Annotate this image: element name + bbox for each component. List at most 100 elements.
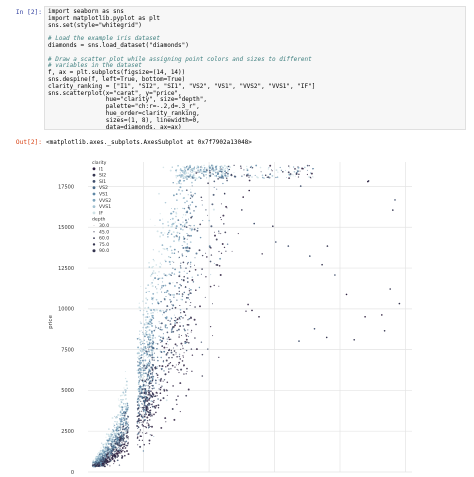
- scatter-point: [108, 459, 110, 461]
- scatter-point: [125, 405, 127, 407]
- scatter-point: [136, 369, 138, 372]
- scatter-point: [105, 446, 107, 448]
- scatter-point: [147, 363, 149, 366]
- scatter-point: [174, 221, 177, 223]
- scatter-point: [118, 424, 121, 426]
- scatter-point: [124, 377, 127, 380]
- scatter-point: [239, 165, 242, 167]
- scatter-point: [153, 387, 155, 389]
- scatter-point: [111, 457, 113, 459]
- scatter-point: [261, 176, 264, 179]
- scatter-point: [123, 417, 126, 420]
- scatter-point: [195, 172, 198, 174]
- scatter-point: [93, 462, 96, 464]
- scatter-point: [127, 427, 130, 429]
- scatter-point: [191, 276, 193, 278]
- scatter-point: [147, 306, 150, 309]
- scatter-point: [142, 388, 144, 390]
- scatter-point: [122, 391, 125, 394]
- scatter-point: [176, 207, 179, 210]
- scatter-point: [178, 256, 181, 259]
- scatter-point: [122, 434, 125, 437]
- scatter-point: [160, 341, 162, 343]
- scatter-point: [249, 174, 251, 177]
- scatter-point: [143, 406, 145, 408]
- scatter-point: [145, 350, 148, 353]
- scatter-point: [178, 287, 181, 289]
- scatter-point: [158, 271, 160, 273]
- scatter-point: [98, 464, 100, 466]
- scatter-point: [108, 452, 110, 454]
- scatter-point: [145, 409, 148, 412]
- scatter-point: [180, 183, 182, 185]
- scatter-point: [233, 175, 236, 178]
- scatter-point: [175, 316, 177, 318]
- scatter-point: [125, 430, 127, 432]
- scatter-point: [143, 346, 145, 349]
- scatter-point: [119, 411, 122, 414]
- scatter-point: [151, 285, 154, 288]
- scatter-point: [126, 427, 127, 428]
- scatter-point: [175, 193, 178, 195]
- scatter-point: [218, 169, 220, 171]
- y-tick-label: 17500: [58, 184, 74, 190]
- scatter-point: [143, 309, 145, 311]
- scatter-point: [186, 371, 188, 372]
- scatter-point: [122, 443, 124, 446]
- scatter-point: [227, 165, 230, 168]
- scatter-point: [112, 438, 114, 440]
- scatter-point: [115, 429, 118, 431]
- scatter-point: [139, 367, 142, 370]
- scatter-point: [190, 175, 192, 178]
- scatter-point: [145, 349, 147, 351]
- scatter-point: [137, 372, 140, 374]
- scatter-point: [149, 434, 151, 436]
- scatter-point: [204, 169, 205, 171]
- scatter-point: [154, 328, 156, 330]
- scatter-point: [186, 177, 188, 179]
- scatter-point: [123, 419, 126, 421]
- code-cell[interactable]: import seaborn as sns import matplotlib.p…: [44, 6, 466, 130]
- scatter-point: [190, 216, 193, 219]
- scatter-point: [292, 175, 294, 177]
- scatter-point: [124, 411, 127, 414]
- scatter-point: [178, 182, 181, 184]
- scatter-point: [313, 328, 316, 330]
- scatter-point: [106, 463, 109, 466]
- output-prompt: Out[2]:: [15, 139, 42, 146]
- scatter-point: [122, 426, 124, 428]
- scatter-point: [111, 431, 114, 433]
- scatter-point: [179, 186, 182, 189]
- scatter-point: [224, 167, 227, 170]
- scatter-point: [248, 176, 250, 178]
- scatter-point: [140, 347, 142, 349]
- scatter-point: [146, 345, 149, 348]
- scatter-point: [145, 332, 147, 334]
- scatter-point: [224, 231, 227, 234]
- scatter-point: [137, 412, 140, 414]
- scatter-point: [171, 356, 173, 359]
- scatter-point: [199, 171, 201, 173]
- scatter-point: [120, 401, 123, 404]
- scatter-point: [163, 248, 166, 251]
- scatter-point: [171, 225, 174, 228]
- scatter-point: [119, 415, 121, 417]
- scatter-point: [148, 439, 151, 442]
- scatter-point: [157, 359, 159, 362]
- scatter-point: [269, 164, 272, 167]
- scatter-point: [276, 170, 277, 171]
- scatter-point: [185, 338, 188, 341]
- scatter-point: [98, 458, 101, 461]
- scatter-point: [107, 442, 110, 445]
- scatter-point: [116, 414, 119, 417]
- scatter-point: [114, 457, 117, 459]
- scatter-point: [164, 260, 167, 263]
- scatter-point: [163, 346, 166, 349]
- scatter-point: [114, 433, 116, 435]
- scatter-point: [169, 263, 171, 266]
- scatter-point: [173, 248, 176, 251]
- scatter-point: [139, 392, 141, 395]
- scatter-point: [179, 353, 181, 355]
- scatter-point: [297, 176, 300, 178]
- scatter-point: [111, 456, 114, 458]
